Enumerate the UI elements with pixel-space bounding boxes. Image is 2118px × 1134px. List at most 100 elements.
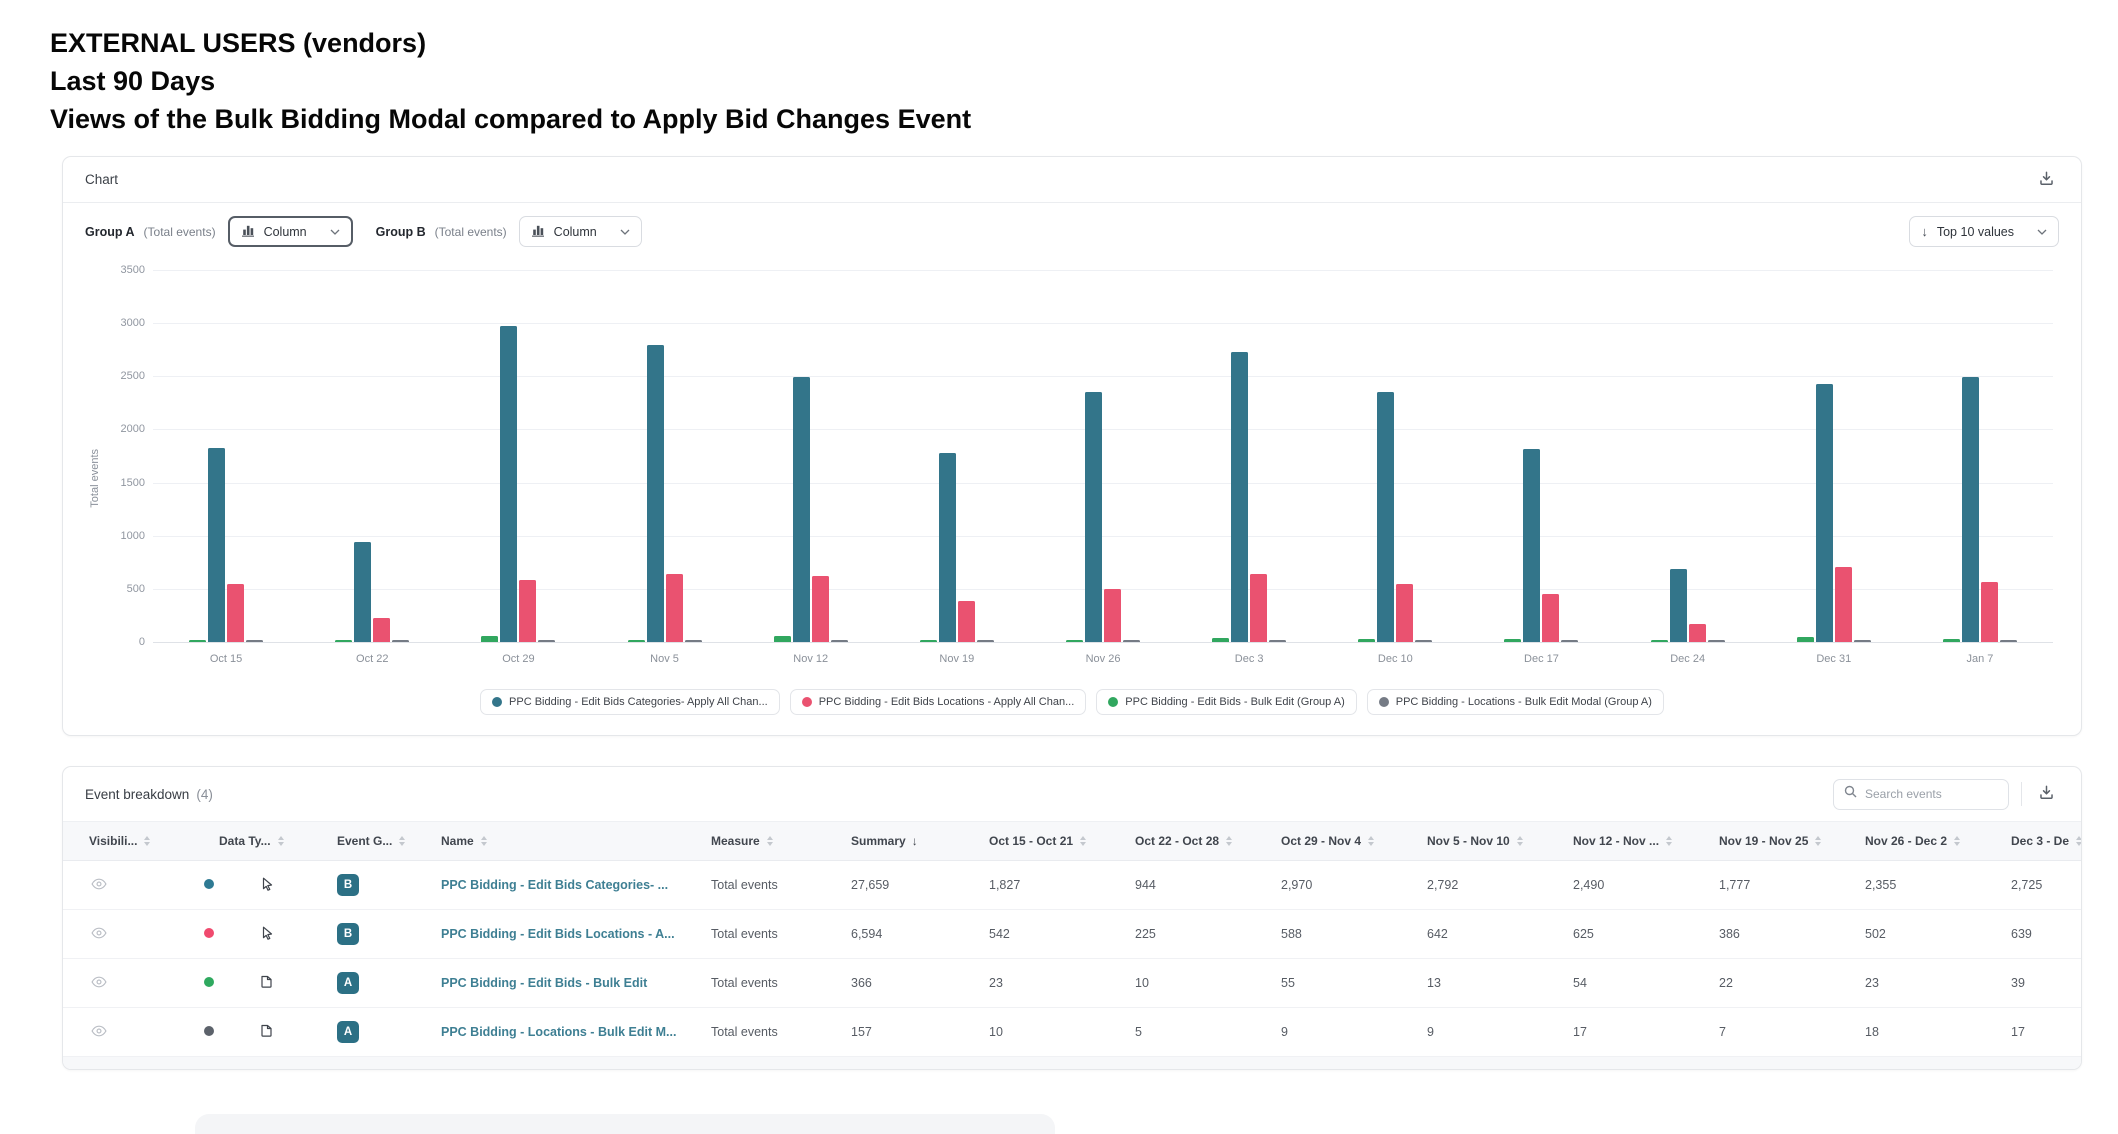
chart-bar[interactable] xyxy=(684,640,702,642)
weekly-value-cell: 54 xyxy=(1573,976,1587,990)
visibility-toggle[interactable] xyxy=(87,1021,111,1044)
chart-bar[interactable] xyxy=(208,447,226,642)
chart-bar[interactable] xyxy=(1269,640,1287,642)
legend-item[interactable]: PPC Bidding - Edit Bids - Bulk Edit (Gro… xyxy=(1096,689,1357,715)
chart-bar[interactable] xyxy=(1104,588,1122,642)
chart-bar[interactable] xyxy=(1942,638,1960,642)
column-header-summary[interactable]: Summary ↓ xyxy=(823,834,959,848)
chart-bar[interactable] xyxy=(1561,640,1579,642)
chart-download-button[interactable] xyxy=(2034,166,2059,194)
chart-bar[interactable] xyxy=(976,640,994,642)
chart-bar[interactable] xyxy=(811,575,829,642)
event-name-link[interactable]: PPC Bidding - Edit Bids Categories- ... xyxy=(441,878,669,892)
chart-bar[interactable] xyxy=(830,640,848,642)
chart-bar[interactable] xyxy=(1815,383,1833,642)
data-type-cell xyxy=(231,975,309,991)
chart-bar[interactable] xyxy=(1250,574,1268,642)
chart-bar[interactable] xyxy=(1066,639,1084,642)
chart-bar[interactable] xyxy=(1980,582,1998,642)
legend-item[interactable]: PPC Bidding - Edit Bids Locations - Appl… xyxy=(789,689,1087,715)
search-events-input[interactable] xyxy=(1865,787,1998,801)
chart-bar[interactable] xyxy=(1212,637,1230,642)
chart-bar[interactable] xyxy=(1085,391,1103,642)
chart-bar[interactable] xyxy=(627,640,645,642)
chart-bar[interactable] xyxy=(1231,352,1249,642)
sort-up-icon xyxy=(1815,836,1822,840)
column-header-oct-22-oct-28[interactable]: Oct 22 - Oct 28 xyxy=(1105,834,1251,848)
top-values-select[interactable]: ↓ Top 10 values xyxy=(1909,216,2059,247)
group-a-chart-type-select[interactable]: Column xyxy=(227,216,353,247)
chart-bar[interactable] xyxy=(919,639,937,642)
column-header-nov-5-nov-10[interactable]: Nov 5 - Nov 10 xyxy=(1397,834,1543,848)
chart-bar[interactable] xyxy=(1669,568,1687,642)
event-name-link[interactable]: PPC Bidding - Locations - Bulk Edit M... xyxy=(441,1025,677,1039)
event-name-link[interactable]: PPC Bidding - Edit Bids - Bulk Edit xyxy=(441,976,648,990)
chart-bar[interactable] xyxy=(773,636,791,642)
chart-bar[interactable] xyxy=(938,453,956,642)
chart-bar[interactable] xyxy=(1796,637,1814,642)
chart-bar[interactable] xyxy=(792,377,810,642)
chart-bar[interactable] xyxy=(354,541,372,642)
chart-bar[interactable] xyxy=(392,640,410,642)
chart-card-header: Chart xyxy=(63,157,2081,203)
chart-bar[interactable] xyxy=(1415,640,1433,642)
chart-bar[interactable] xyxy=(957,600,975,642)
chart-bar[interactable] xyxy=(1961,377,1979,642)
group-b-chart-type-select[interactable]: Column xyxy=(518,216,642,247)
column-header-dec-3-de[interactable]: Dec 3 - De xyxy=(1981,834,2081,848)
chart-bar[interactable] xyxy=(1123,640,1141,642)
data-type-cell xyxy=(231,877,309,894)
sort-up-icon xyxy=(1954,836,1961,840)
chart-bar[interactable] xyxy=(1999,640,2017,642)
chart-bar[interactable] xyxy=(1358,639,1376,642)
column-header-nov-26-dec-2[interactable]: Nov 26 - Dec 2 xyxy=(1835,834,1981,848)
chart-bar[interactable] xyxy=(1504,638,1522,642)
chart-bar[interactable] xyxy=(1834,566,1852,642)
legend-item[interactable]: PPC Bidding - Edit Bids Categories- Appl… xyxy=(480,689,780,715)
chart-bar[interactable] xyxy=(189,639,207,642)
sort-icon xyxy=(766,836,773,846)
visibility-toggle[interactable] xyxy=(87,972,111,995)
chart-bar[interactable] xyxy=(1523,448,1541,642)
chart-bar[interactable] xyxy=(1853,640,1871,642)
chart-bar[interactable] xyxy=(481,636,499,642)
chart-bar[interactable] xyxy=(519,579,537,642)
weekly-value-cell: 1,777 xyxy=(1719,878,1751,892)
event-group-cell: A xyxy=(309,1021,413,1043)
table-download-button[interactable] xyxy=(2034,780,2059,808)
column-header-oct-29-nov-4[interactable]: Oct 29 - Nov 4 xyxy=(1251,834,1397,848)
chart-bar[interactable] xyxy=(1707,640,1725,642)
legend-item[interactable]: PPC Bidding - Locations - Bulk Edit Moda… xyxy=(1366,689,1664,715)
column-header-nov-19-nov-25[interactable]: Nov 19 - Nov 25 xyxy=(1689,834,1835,848)
chart-bar[interactable] xyxy=(227,584,245,642)
legend-label: PPC Bidding - Edit Bids - Bulk Edit (Gro… xyxy=(1125,696,1345,708)
sort-down-icon xyxy=(1666,842,1673,846)
chart-bar[interactable] xyxy=(373,618,391,642)
chart-bar[interactable] xyxy=(246,640,264,642)
column-header-data-ty[interactable]: Data Ty... xyxy=(191,834,309,848)
column-header-oct-15-oct-21[interactable]: Oct 15 - Oct 21 xyxy=(959,834,1105,848)
chart-bar[interactable] xyxy=(1542,594,1560,642)
weekly-value-cell: 13 xyxy=(1427,976,1441,990)
chart-bar[interactable] xyxy=(335,640,353,642)
chart-bar[interactable] xyxy=(1650,640,1668,642)
column-chart-icon xyxy=(531,224,545,240)
column-header-name[interactable]: Name xyxy=(413,834,683,848)
chart-bar[interactable] xyxy=(1396,583,1414,642)
chart-bar[interactable] xyxy=(538,640,556,642)
column-header-measure[interactable]: Measure xyxy=(683,834,823,848)
chart-bar[interactable] xyxy=(646,345,664,642)
event-name-link[interactable]: PPC Bidding - Edit Bids Locations - A... xyxy=(441,927,675,941)
visibility-toggle[interactable] xyxy=(87,874,111,897)
visibility-toggle[interactable] xyxy=(87,923,111,946)
chart-bar[interactable] xyxy=(665,573,683,642)
chart-bar[interactable] xyxy=(1688,623,1706,642)
column-header-event-g[interactable]: Event G... xyxy=(309,834,413,848)
summary-cell: 6,594 xyxy=(851,927,883,941)
column-header-nov-12-nov[interactable]: Nov 12 - Nov ... xyxy=(1543,834,1689,848)
sort-down-icon xyxy=(399,842,406,846)
weekly-value-cell: 23 xyxy=(989,976,1003,990)
column-header-visibili[interactable]: Visibili... xyxy=(63,834,191,848)
chart-bar[interactable] xyxy=(1377,392,1395,642)
chart-bar[interactable] xyxy=(500,326,518,642)
